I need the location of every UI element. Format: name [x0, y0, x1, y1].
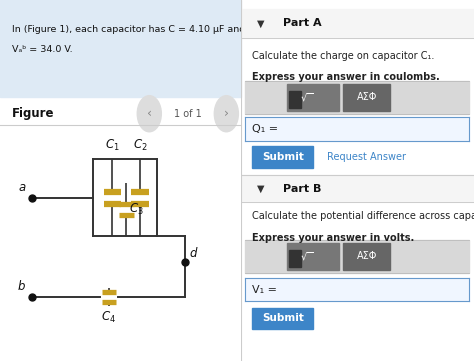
Text: V₁ =: V₁ =	[253, 285, 277, 295]
Bar	[241, 9, 474, 38]
Text: $C_3$: $C_3$	[129, 202, 144, 217]
Text: $\sqrt{\ }$: $\sqrt{\ }$	[301, 250, 314, 262]
Text: $C_2$: $C_2$	[133, 138, 147, 153]
Text: $C_1$: $C_1$	[105, 138, 119, 153]
Bar	[289, 250, 301, 267]
Bar	[246, 117, 469, 141]
Text: ›: ›	[224, 107, 229, 120]
Bar	[0, 0, 241, 97]
Bar	[289, 91, 301, 108]
Bar	[253, 146, 313, 168]
Bar	[343, 84, 390, 111]
Text: Figure: Figure	[12, 107, 55, 120]
Text: Vₐᵇ = 34.0 V.: Vₐᵇ = 34.0 V.	[12, 45, 73, 54]
Text: ▼: ▼	[257, 18, 264, 29]
Bar	[246, 278, 469, 301]
Text: Submit: Submit	[262, 152, 304, 162]
Text: $a$: $a$	[18, 181, 26, 194]
Bar	[287, 84, 339, 111]
Text: Part B: Part B	[283, 184, 321, 193]
Text: Q₁ =: Q₁ =	[253, 124, 279, 134]
Bar	[253, 308, 313, 329]
Text: $b$: $b$	[17, 279, 26, 293]
Bar	[246, 240, 469, 273]
Circle shape	[214, 96, 238, 132]
Text: AΣΦ: AΣΦ	[356, 251, 377, 261]
Text: ▼: ▼	[257, 184, 264, 193]
Text: $C_4$: $C_4$	[101, 310, 116, 325]
Text: $\sqrt{\ }$: $\sqrt{\ }$	[301, 91, 314, 104]
Text: $d$: $d$	[189, 245, 199, 260]
Text: Request Answer: Request Answer	[327, 152, 406, 162]
Text: 1 of 1: 1 of 1	[174, 109, 202, 119]
Bar	[287, 243, 339, 270]
Circle shape	[137, 96, 161, 132]
Bar	[343, 243, 390, 270]
Text: ‹: ‹	[147, 107, 152, 120]
Bar	[246, 81, 469, 114]
Text: Express your answer in coulombs.: Express your answer in coulombs.	[253, 72, 440, 82]
Text: Calculate the potential difference across capacitor C₁.: Calculate the potential difference acros…	[253, 211, 474, 221]
Bar	[241, 175, 474, 202]
Text: Calculate the charge on capacitor C₁.: Calculate the charge on capacitor C₁.	[253, 51, 435, 61]
Text: In (Figure 1), each capacitor has C = 4.10 μF and: In (Figure 1), each capacitor has C = 4.…	[12, 25, 245, 34]
Text: Submit: Submit	[262, 313, 304, 323]
Text: Part A: Part A	[283, 18, 321, 29]
Text: AΣΦ: AΣΦ	[356, 92, 377, 103]
Text: Express your answer in volts.: Express your answer in volts.	[253, 233, 415, 243]
